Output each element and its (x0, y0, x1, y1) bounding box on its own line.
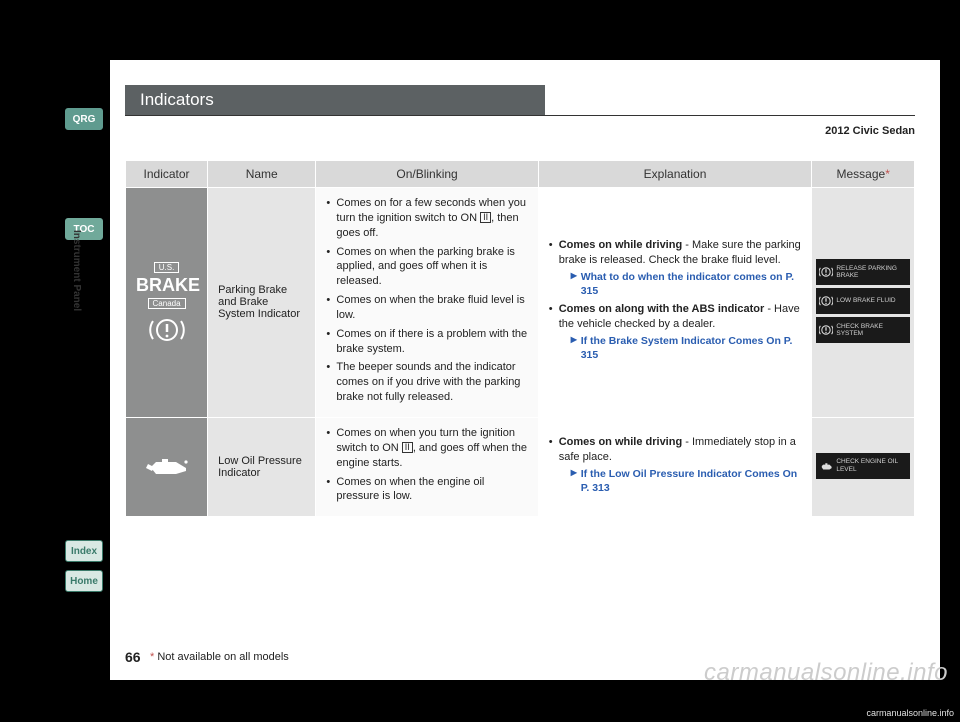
watermark-small: carmanualsonline.info (866, 708, 954, 718)
col-indicator: Indicator (126, 161, 208, 188)
section-label: Instrument Panel (71, 230, 82, 311)
name-cell: Parking Brake and Brake System Indicator (208, 188, 316, 418)
list-item: Comes on when the brake fluid level is l… (326, 293, 527, 323)
oil-can-icon (819, 459, 833, 473)
model-label: 2012 Civic Sedan (825, 125, 915, 137)
brake-alert-icon (819, 265, 833, 279)
page-title: Indicators (125, 85, 545, 115)
name-cell: Low Oil Pressure Indicator (208, 417, 316, 516)
brake-alert-icon (819, 323, 833, 337)
table-row: U.S. BRAKE Canada Parking Brake and Brak… (126, 188, 915, 418)
list-item: Comes on if there is a problem with the … (326, 327, 527, 357)
explanation-cell: Comes on while driving - Immediately sto… (538, 417, 812, 516)
brake-text-icon: BRAKE (136, 275, 197, 296)
message-thumbnail: CHECK BRAKE SYSTEM (816, 317, 910, 343)
col-name: Name (208, 161, 316, 188)
message-thumbnail: RELEASE PARKING BRAKE (816, 259, 910, 285)
indicator-cell (126, 417, 208, 516)
indicator-cell: U.S. BRAKE Canada (126, 188, 208, 418)
message-cell: RELEASE PARKING BRAKE LOW BRAKE FLUID CH… (812, 188, 915, 418)
side-navigation: QRG TOC Index Home (65, 60, 110, 600)
col-explanation: Explanation (538, 161, 812, 188)
reference-link[interactable]: If the Brake System Indicator Comes On P… (559, 334, 802, 362)
message-thumbnail: CHECK ENGINE OIL LEVEL (816, 453, 910, 479)
explanation-cell: Comes on while driving - Make sure the p… (538, 188, 812, 418)
message-thumbnail: LOW BRAKE FLUID (816, 288, 910, 314)
message-cell: CHECK ENGINE OIL LEVEL (812, 417, 915, 516)
page-number: 66 (125, 649, 141, 665)
col-onblink: On/Blinking (316, 161, 538, 188)
tab-index[interactable]: Index (65, 540, 103, 562)
list-item: Comes on when you turn the ignition swit… (326, 426, 527, 471)
tab-home[interactable]: Home (65, 570, 103, 592)
table-row: Low Oil Pressure Indicator Comes on when… (126, 417, 915, 516)
list-item: Comes on for a few seconds when you turn… (326, 196, 527, 241)
list-item: Comes on when the parking brake is appli… (326, 245, 527, 290)
reference-link[interactable]: If the Low Oil Pressure Indicator Comes … (559, 467, 802, 495)
onblink-cell: Comes on when you turn the ignition swit… (316, 417, 538, 516)
tab-qrg[interactable]: QRG (65, 108, 103, 130)
indicators-table: Indicator Name On/Blinking Explanation M… (125, 160, 915, 517)
reference-link[interactable]: What to do when the indicator comes on P… (559, 270, 802, 298)
onblink-cell: Comes on for a few seconds when you turn… (316, 188, 538, 418)
list-item: Comes on when the engine oil pressure is… (326, 475, 527, 505)
list-item: Comes on along with the ABS indicator - … (549, 302, 802, 362)
watermark: carmanualsonline.info (704, 659, 948, 687)
header-rule (125, 115, 915, 116)
list-item: Comes on while driving - Immediately sto… (549, 435, 802, 495)
region-tag-us: U.S. (154, 262, 180, 273)
col-message: Message* (812, 161, 915, 188)
page-content: Indicators 2012 Civic Sedan Indicator Na… (110, 60, 940, 680)
brake-circle-icon (147, 315, 187, 345)
brake-alert-icon (819, 294, 833, 308)
region-tag-canada: Canada (148, 298, 186, 309)
oil-can-icon (142, 452, 192, 482)
list-item: The beeper sounds and the indicator come… (326, 360, 527, 405)
footnote: * Not available on all models (150, 651, 289, 663)
list-item: Comes on while driving - Make sure the p… (549, 238, 802, 298)
table-header-row: Indicator Name On/Blinking Explanation M… (126, 161, 915, 188)
